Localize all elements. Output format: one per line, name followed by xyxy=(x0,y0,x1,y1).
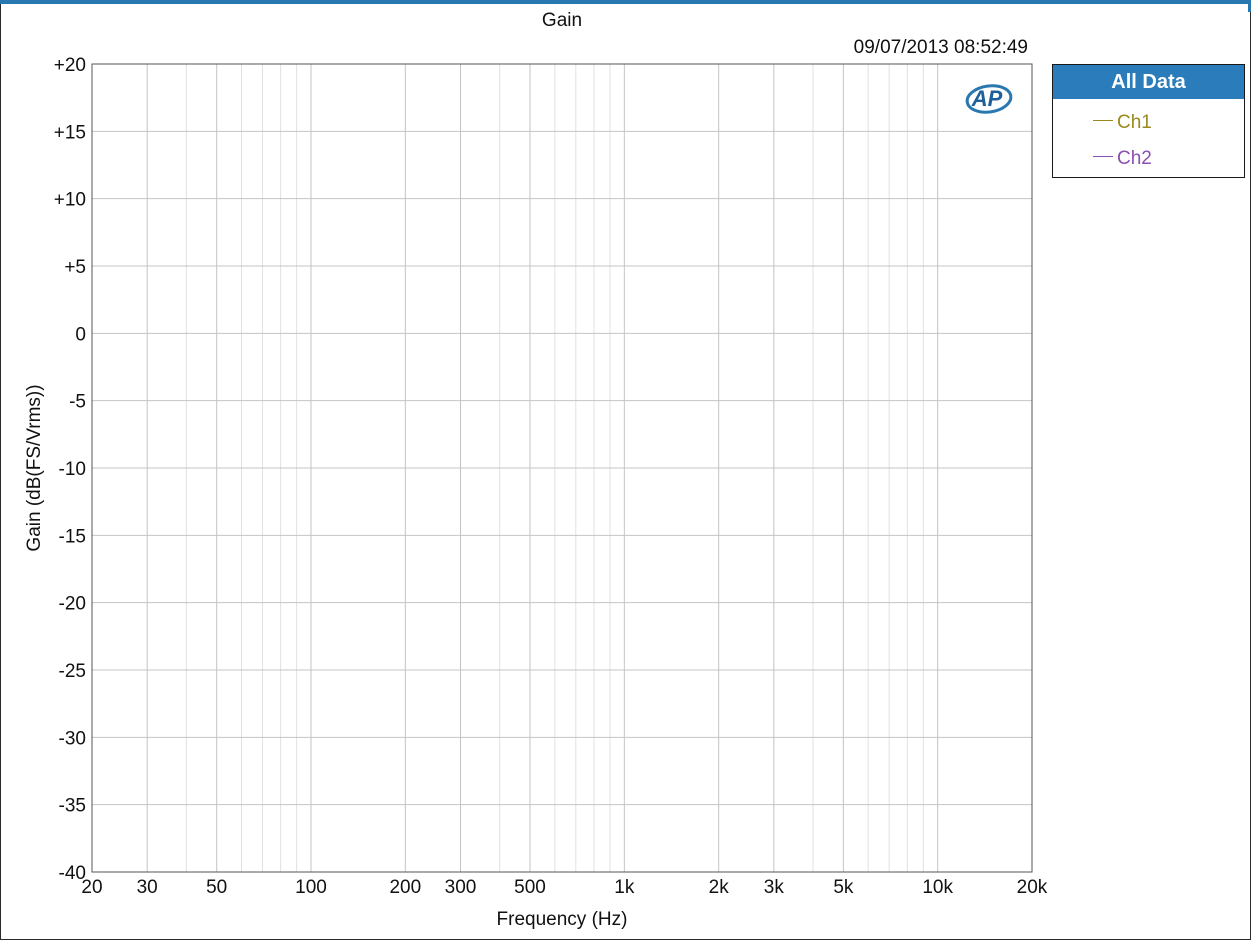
x-tick-label: 30 xyxy=(137,877,158,898)
x-tick-label: 10k xyxy=(922,877,953,898)
panel-corner-accent xyxy=(1248,0,1251,12)
x-tick-label: 50 xyxy=(206,877,227,898)
ch2-swatch xyxy=(1093,156,1113,158)
x-axis-label: Frequency (Hz) xyxy=(497,909,628,930)
legend-header[interactable]: All Data xyxy=(1053,65,1244,99)
y-tick-label: +5 xyxy=(64,257,86,278)
y-tick-label: -20 xyxy=(59,594,86,615)
x-axis-ticks: 20 30 50 100 200 300 500 1k 2k 3k 5k 10k 20k xyxy=(81,877,1047,898)
y-tick-label: -10 xyxy=(59,459,86,480)
grid xyxy=(92,64,1032,872)
y-tick-label: +10 xyxy=(54,190,86,211)
y-axis-label: Gain (dB(FS/Vrms)) xyxy=(24,384,45,551)
x-tick-label: 20 xyxy=(81,877,102,898)
x-tick-label: 500 xyxy=(514,877,546,898)
x-tick-label: 200 xyxy=(389,877,421,898)
x-tick-label: 5k xyxy=(833,877,854,898)
y-tick-label: -5 xyxy=(69,392,86,413)
ch1-swatch xyxy=(1093,120,1113,122)
legend: All Data Ch1 Ch2 xyxy=(1052,64,1245,178)
x-tick-label: 100 xyxy=(295,877,327,898)
legend-item-ch1[interactable]: Ch1 xyxy=(1093,111,1152,135)
legend-item-ch2[interactable]: Ch2 xyxy=(1093,147,1152,171)
y-tick-label: +15 xyxy=(54,122,86,143)
y-tick-label: -30 xyxy=(59,728,86,749)
x-tick-label: 300 xyxy=(445,877,477,898)
x-tick-label: 3k xyxy=(764,877,785,898)
y-tick-label: -15 xyxy=(59,526,86,547)
ap-logo-text: AP xyxy=(971,86,1003,111)
y-tick-label: +20 xyxy=(54,55,86,76)
legend-label-ch1: Ch1 xyxy=(1117,112,1152,133)
x-tick-label: 2k xyxy=(709,877,730,898)
y-tick-label: -25 xyxy=(59,661,86,682)
y-axis-ticks: +20 +15 +10 +5 0 -5 -10 -15 -20 -25 -30 -35 -40 xyxy=(54,55,86,884)
y-tick-label: 0 xyxy=(75,324,86,345)
plot-area[interactable] xyxy=(91,63,1033,873)
x-tick-label: 1k xyxy=(614,877,635,898)
x-tick-label: 20k xyxy=(1017,877,1048,898)
legend-label-ch2: Ch2 xyxy=(1117,148,1152,169)
chart-title: Gain xyxy=(542,10,582,31)
ap-logo-icon: AP xyxy=(965,84,1013,114)
panel-title-bar xyxy=(0,0,1251,4)
y-tick-label: -40 xyxy=(59,863,86,884)
timestamp: 09/07/2013 08:52:49 xyxy=(854,37,1028,58)
y-tick-label: -35 xyxy=(59,796,86,817)
